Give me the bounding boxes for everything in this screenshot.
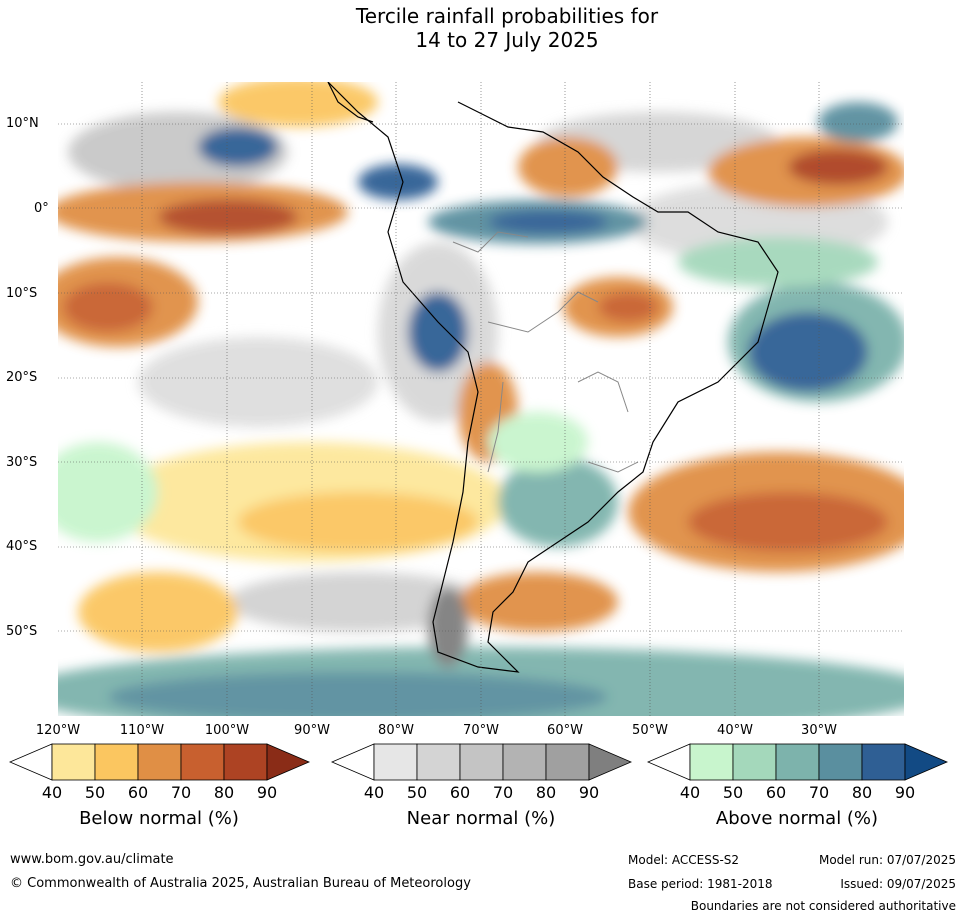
title-line-2: 14 to 27 July 2025 bbox=[415, 28, 599, 52]
colorbar-segment bbox=[180, 743, 225, 781]
colorbar-segment bbox=[223, 743, 268, 781]
tick-label: 50 bbox=[406, 783, 428, 802]
lat-label: 50°S bbox=[6, 624, 38, 639]
lat-label: 40°S bbox=[6, 539, 38, 554]
lat-label: 10°N bbox=[6, 116, 39, 131]
tick-label: 40 bbox=[41, 783, 63, 802]
lon-label: 100°W bbox=[204, 723, 250, 738]
above-normal-title: Above normal (%) bbox=[715, 808, 879, 829]
lon-label: 70°W bbox=[463, 723, 499, 738]
model-name: Model: ACCESS-S2 bbox=[628, 853, 740, 867]
near-normal-colorbar bbox=[330, 743, 632, 781]
colorbar-segment bbox=[51, 743, 96, 781]
colorbar-segment bbox=[459, 743, 504, 781]
tick-label: 50 bbox=[84, 783, 106, 802]
tick-label: 70 bbox=[808, 783, 830, 802]
tick-label: 50 bbox=[722, 783, 744, 802]
map-title: Tercile rainfall probabilities for 14 to… bbox=[0, 4, 965, 52]
tick-label: 60 bbox=[127, 783, 149, 802]
tick-label: 40 bbox=[363, 783, 385, 802]
colorbar-segment bbox=[94, 743, 139, 781]
base-period: Base period: 1981-2018 bbox=[628, 877, 773, 891]
colorbar-segment bbox=[502, 743, 547, 781]
colorbar-max-arrow bbox=[266, 743, 310, 781]
below-normal-title: Below normal (%) bbox=[79, 808, 239, 829]
lon-label: 120°W bbox=[35, 723, 81, 738]
probability-map bbox=[58, 82, 904, 716]
below-normal-colorbar bbox=[8, 743, 310, 781]
colorbar-segment bbox=[732, 743, 777, 781]
tick-label: 80 bbox=[851, 783, 873, 802]
colorbar-segment bbox=[861, 743, 906, 781]
colorbar-min-arrow bbox=[646, 743, 691, 781]
colorbar-segment bbox=[545, 743, 590, 781]
lat-label: 0° bbox=[34, 201, 49, 216]
tick-label: 60 bbox=[449, 783, 471, 802]
colorbar-max-arrow bbox=[904, 743, 948, 781]
copyright: © Commonwealth of Australia 2025, Austra… bbox=[10, 876, 471, 891]
tick-label: 80 bbox=[213, 783, 235, 802]
map-svg bbox=[58, 82, 904, 716]
lon-label: 50°W bbox=[632, 723, 668, 738]
above-normal-colorbar bbox=[646, 743, 948, 781]
tick-label: 80 bbox=[535, 783, 557, 802]
tick-label: 90 bbox=[894, 783, 916, 802]
colorbar-min-arrow bbox=[330, 743, 375, 781]
lon-label: 60°W bbox=[547, 723, 583, 738]
lon-label: 30°W bbox=[801, 723, 837, 738]
website-link[interactable]: www.bom.gov.au/climate bbox=[10, 852, 174, 867]
colorbar-segment bbox=[416, 743, 461, 781]
title-line-1: Tercile rainfall probabilities for bbox=[355, 4, 659, 28]
lat-label: 20°S bbox=[6, 370, 38, 385]
issued-date: Issued: 09/07/2025 bbox=[840, 877, 956, 891]
tick-label: 40 bbox=[679, 783, 701, 802]
lon-label: 90°W bbox=[294, 723, 330, 738]
lat-label: 30°S bbox=[6, 455, 38, 470]
lon-label: 80°W bbox=[378, 723, 414, 738]
lon-label: 40°W bbox=[717, 723, 753, 738]
lon-label: 110°W bbox=[119, 723, 165, 738]
disclaimer: Boundaries are not considered authoritat… bbox=[690, 899, 956, 913]
model-run: Model run: 07/07/2025 bbox=[818, 853, 956, 867]
lat-label: 10°S bbox=[6, 286, 38, 301]
colorbar-segment bbox=[775, 743, 820, 781]
colorbar-max-arrow bbox=[588, 743, 632, 781]
colorbar-segment bbox=[373, 743, 418, 781]
colorbar-segment bbox=[818, 743, 863, 781]
near-normal-title: Near normal (%) bbox=[406, 808, 556, 829]
tick-label: 70 bbox=[492, 783, 514, 802]
tick-label: 90 bbox=[578, 783, 600, 802]
tick-label: 90 bbox=[256, 783, 278, 802]
colorbar-segment bbox=[137, 743, 182, 781]
tick-label: 60 bbox=[765, 783, 787, 802]
colorbar-segment bbox=[689, 743, 734, 781]
tick-label: 70 bbox=[170, 783, 192, 802]
colorbar-min-arrow bbox=[8, 743, 53, 781]
